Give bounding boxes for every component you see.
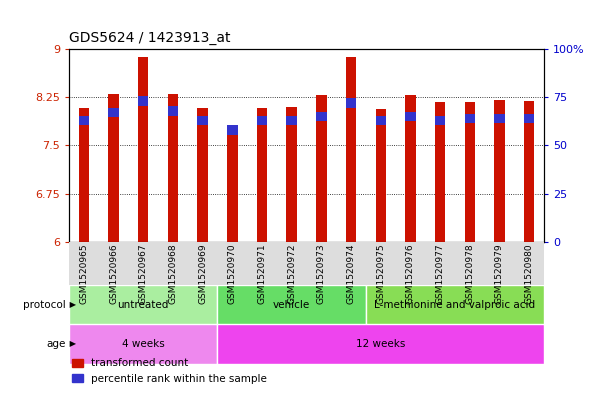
Text: vehicle: vehicle <box>273 299 310 310</box>
Text: GSM1520976: GSM1520976 <box>406 244 415 305</box>
Text: GSM1520967: GSM1520967 <box>139 244 148 305</box>
Bar <box>257 108 267 242</box>
Bar <box>168 106 178 116</box>
Text: GSM1520980: GSM1520980 <box>525 244 534 305</box>
Bar <box>494 114 505 123</box>
Text: ▶: ▶ <box>67 300 76 309</box>
Text: GSM1520979: GSM1520979 <box>495 244 504 305</box>
Bar <box>69 285 218 324</box>
Bar <box>218 285 366 324</box>
Bar <box>316 112 326 121</box>
Bar <box>79 108 89 242</box>
Text: GSM1520966: GSM1520966 <box>109 244 118 305</box>
Bar <box>405 112 415 121</box>
Bar <box>168 94 178 242</box>
Bar <box>524 114 534 123</box>
Text: GSM1520969: GSM1520969 <box>198 244 207 305</box>
Bar <box>198 116 208 125</box>
Bar <box>227 126 237 242</box>
Bar <box>287 116 297 125</box>
Bar <box>346 98 356 108</box>
Bar <box>494 101 505 242</box>
Bar <box>435 103 445 242</box>
Bar <box>346 57 356 242</box>
Bar <box>198 108 208 242</box>
Bar <box>376 116 386 125</box>
Bar <box>287 107 297 242</box>
Bar <box>138 57 148 242</box>
Text: GSM1520978: GSM1520978 <box>465 244 474 305</box>
Text: age: age <box>47 339 66 349</box>
Text: GSM1520971: GSM1520971 <box>257 244 266 305</box>
Text: L-methionine and valproic acid: L-methionine and valproic acid <box>374 299 535 310</box>
Text: GSM1520974: GSM1520974 <box>347 244 356 304</box>
Bar <box>524 101 534 242</box>
Text: GSM1520972: GSM1520972 <box>287 244 296 304</box>
Text: GSM1520970: GSM1520970 <box>228 244 237 305</box>
Bar <box>227 125 237 135</box>
Text: 4 weeks: 4 weeks <box>122 339 165 349</box>
Bar <box>79 116 89 125</box>
Text: GSM1520965: GSM1520965 <box>79 244 88 305</box>
Bar <box>138 96 148 106</box>
Text: GDS5624 / 1423913_at: GDS5624 / 1423913_at <box>69 31 231 45</box>
Bar <box>108 108 119 118</box>
Bar <box>435 116 445 125</box>
Bar <box>218 324 544 364</box>
Text: untreated: untreated <box>118 299 169 310</box>
Bar <box>405 95 415 242</box>
Bar <box>316 95 326 242</box>
Bar <box>366 285 544 324</box>
Text: protocol: protocol <box>23 299 66 310</box>
Text: GSM1520973: GSM1520973 <box>317 244 326 305</box>
Text: GSM1520968: GSM1520968 <box>168 244 177 305</box>
Bar <box>257 116 267 125</box>
Bar <box>465 102 475 242</box>
Text: 12 weeks: 12 weeks <box>356 339 406 349</box>
Bar <box>465 114 475 123</box>
Bar <box>376 109 386 242</box>
Bar <box>108 94 119 242</box>
Text: ▶: ▶ <box>67 340 76 348</box>
Legend: transformed count, percentile rank within the sample: transformed count, percentile rank withi… <box>69 354 271 388</box>
Bar <box>69 324 218 364</box>
Text: GSM1520975: GSM1520975 <box>376 244 385 305</box>
Text: GSM1520977: GSM1520977 <box>436 244 445 305</box>
